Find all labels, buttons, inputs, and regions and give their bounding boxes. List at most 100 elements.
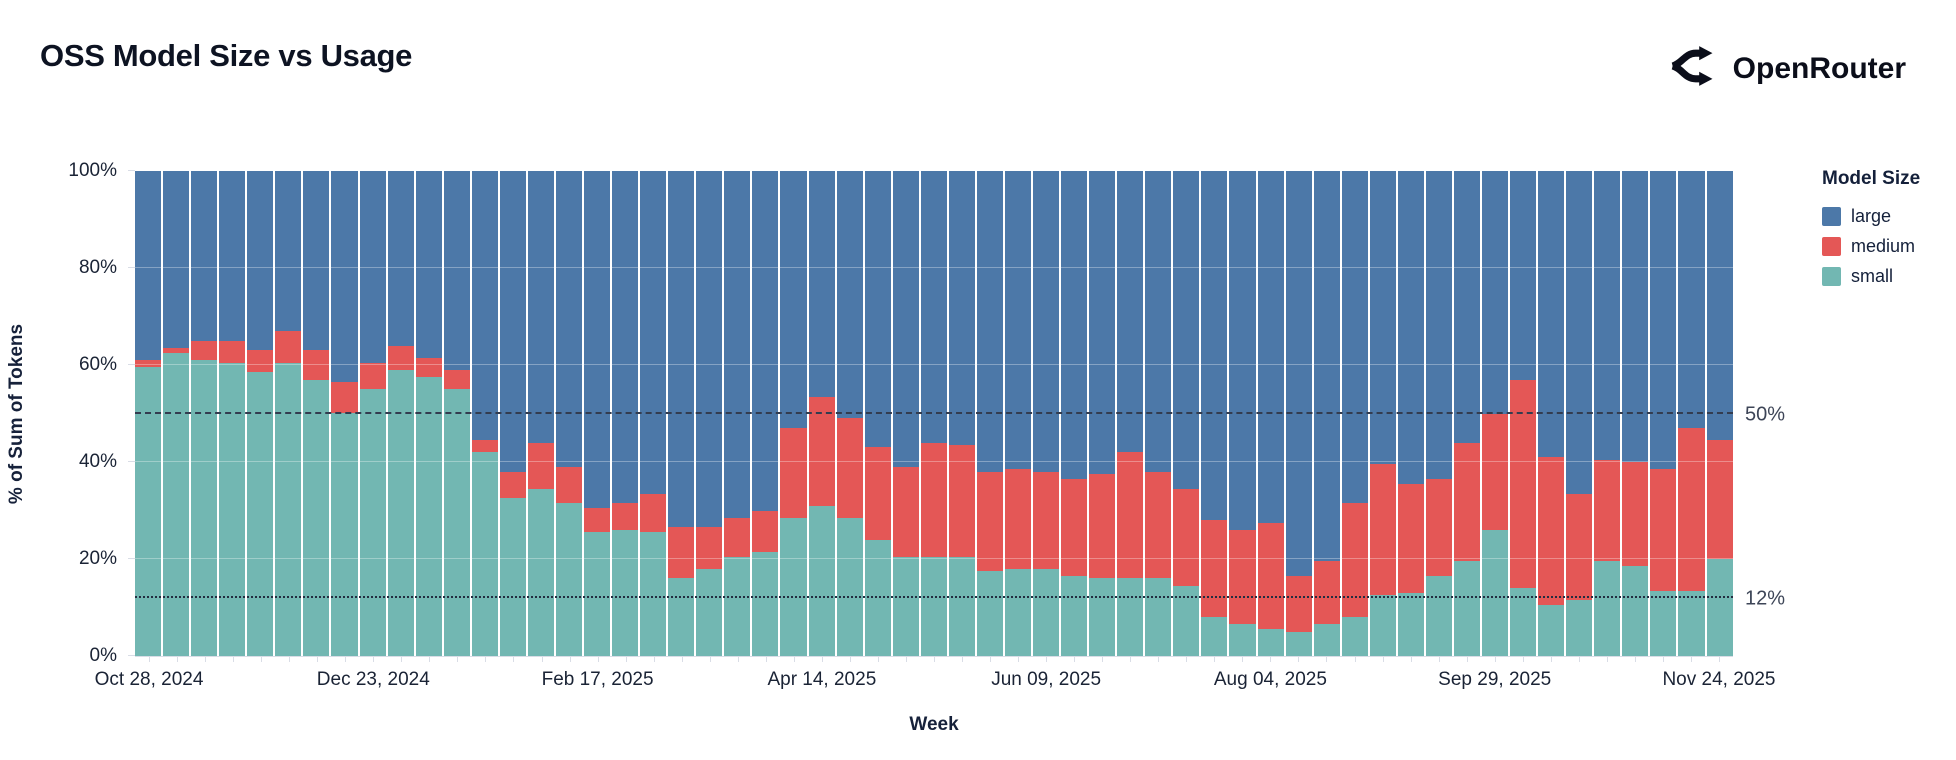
bar-segment-small[interactable] — [780, 517, 807, 656]
bar-segment-large[interactable] — [415, 171, 442, 358]
bar-segment-large[interactable] — [584, 171, 611, 509]
bar-week[interactable] — [1566, 171, 1593, 656]
bar-segment-medium[interactable] — [163, 348, 190, 353]
bar-segment-medium[interactable] — [1566, 493, 1593, 601]
bar-segment-large[interactable] — [836, 171, 863, 419]
bar-segment-medium[interactable] — [1538, 457, 1565, 606]
bar-segment-medium[interactable] — [1117, 452, 1144, 579]
bar-segment-medium[interactable] — [331, 381, 358, 414]
bar-week[interactable] — [892, 171, 919, 656]
bar-segment-small[interactable] — [415, 377, 442, 656]
bar-segment-medium[interactable] — [1510, 379, 1537, 589]
bar-segment-small[interactable] — [892, 556, 919, 656]
bar-week[interactable] — [780, 171, 807, 656]
bar-week[interactable] — [1538, 171, 1565, 656]
bar-segment-large[interactable] — [1425, 171, 1452, 479]
bar-segment-large[interactable] — [555, 171, 582, 467]
bar-segment-large[interactable] — [1453, 171, 1480, 443]
bar-week[interactable] — [415, 171, 442, 656]
bar-week[interactable] — [247, 171, 274, 656]
bar-segment-small[interactable] — [1229, 624, 1256, 656]
bar-segment-medium[interactable] — [752, 510, 779, 552]
bar-week[interactable] — [359, 171, 386, 656]
bar-segment-large[interactable] — [1482, 171, 1509, 414]
bar-week[interactable] — [864, 171, 891, 656]
bar-segment-medium[interactable] — [836, 418, 863, 518]
bar-segment-medium[interactable] — [1369, 464, 1396, 596]
bar-week[interactable] — [163, 171, 190, 656]
bar-segment-large[interactable] — [191, 171, 218, 341]
bar-segment-medium[interactable] — [1341, 503, 1368, 618]
bar-segment-small[interactable] — [443, 389, 470, 656]
bar-week[interactable] — [836, 171, 863, 656]
legend-item-small[interactable]: small — [1822, 266, 1920, 287]
bar-segment-small[interactable] — [471, 452, 498, 656]
openrouter-logo[interactable]: OpenRouter — [1670, 44, 1906, 93]
bar-segment-small[interactable] — [1004, 568, 1031, 656]
bar-segment-medium[interactable] — [191, 340, 218, 361]
bar-segment-large[interactable] — [640, 171, 667, 494]
bar-week[interactable] — [555, 171, 582, 656]
bar-segment-medium[interactable] — [1706, 440, 1733, 559]
bar-segment-medium[interactable] — [808, 396, 835, 506]
bar-segment-large[interactable] — [752, 171, 779, 511]
bar-segment-small[interactable] — [1482, 529, 1509, 656]
bar-segment-large[interactable] — [1594, 171, 1621, 460]
bar-segment-medium[interactable] — [1313, 561, 1340, 625]
bar-week[interactable] — [275, 171, 302, 656]
bar-segment-medium[interactable] — [724, 517, 751, 557]
bar-segment-medium[interactable] — [1594, 459, 1621, 562]
bar-segment-medium[interactable] — [1678, 428, 1705, 591]
bar-segment-medium[interactable] — [527, 442, 554, 489]
bar-week[interactable] — [584, 171, 611, 656]
bar-week[interactable] — [640, 171, 667, 656]
bar-segment-large[interactable] — [499, 171, 526, 472]
bar-week[interactable] — [1650, 171, 1677, 656]
bar-segment-medium[interactable] — [359, 362, 386, 390]
bar-segment-small[interactable] — [163, 352, 190, 656]
bar-segment-large[interactable] — [1257, 171, 1284, 523]
bar-segment-medium[interactable] — [976, 471, 1003, 572]
bar-segment-large[interactable] — [1033, 171, 1060, 472]
bar-segment-medium[interactable] — [668, 527, 695, 579]
bar-week[interactable] — [1061, 171, 1088, 656]
bar-segment-large[interactable] — [163, 171, 190, 349]
bar-segment-large[interactable] — [1145, 171, 1172, 472]
bar-segment-large[interactable] — [696, 171, 723, 528]
bar-week[interactable] — [331, 171, 358, 656]
bar-segment-large[interactable] — [443, 171, 470, 370]
bar-week[interactable] — [752, 171, 779, 656]
bar-segment-small[interactable] — [1257, 629, 1284, 656]
bar-week[interactable] — [1622, 171, 1649, 656]
bar-week[interactable] — [1089, 171, 1116, 656]
bar-segment-medium[interactable] — [387, 345, 414, 370]
bar-segment-small[interactable] — [864, 539, 891, 656]
bar-segment-small[interactable] — [668, 578, 695, 656]
bar-week[interactable] — [1369, 171, 1396, 656]
bar-segment-large[interactable] — [387, 171, 414, 346]
bar-segment-small[interactable] — [247, 372, 274, 656]
bar-segment-large[interactable] — [1369, 171, 1396, 465]
bar-segment-small[interactable] — [219, 362, 246, 656]
bar-segment-small[interactable] — [1369, 595, 1396, 656]
bar-segment-large[interactable] — [976, 171, 1003, 472]
bar-week[interactable] — [527, 171, 554, 656]
bar-segment-small[interactable] — [527, 488, 554, 656]
bar-week[interactable] — [1453, 171, 1480, 656]
bar-segment-medium[interactable] — [864, 447, 891, 540]
bar-segment-large[interactable] — [331, 171, 358, 382]
bar-segment-large[interactable] — [724, 171, 751, 518]
bar-segment-large[interactable] — [135, 171, 162, 361]
bar-segment-medium[interactable] — [1257, 522, 1284, 630]
bar-segment-medium[interactable] — [1004, 469, 1031, 569]
bar-segment-small[interactable] — [1145, 578, 1172, 656]
bar-segment-small[interactable] — [1117, 578, 1144, 656]
bar-segment-medium[interactable] — [1650, 469, 1677, 591]
bar-segment-small[interactable] — [1650, 590, 1677, 656]
bar-segment-small[interactable] — [808, 505, 835, 656]
bar-segment-medium[interactable] — [892, 466, 919, 557]
bar-segment-medium[interactable] — [948, 445, 975, 557]
bar-week[interactable] — [1706, 171, 1733, 656]
bar-segment-small[interactable] — [948, 556, 975, 656]
bar-segment-small[interactable] — [1566, 600, 1593, 656]
